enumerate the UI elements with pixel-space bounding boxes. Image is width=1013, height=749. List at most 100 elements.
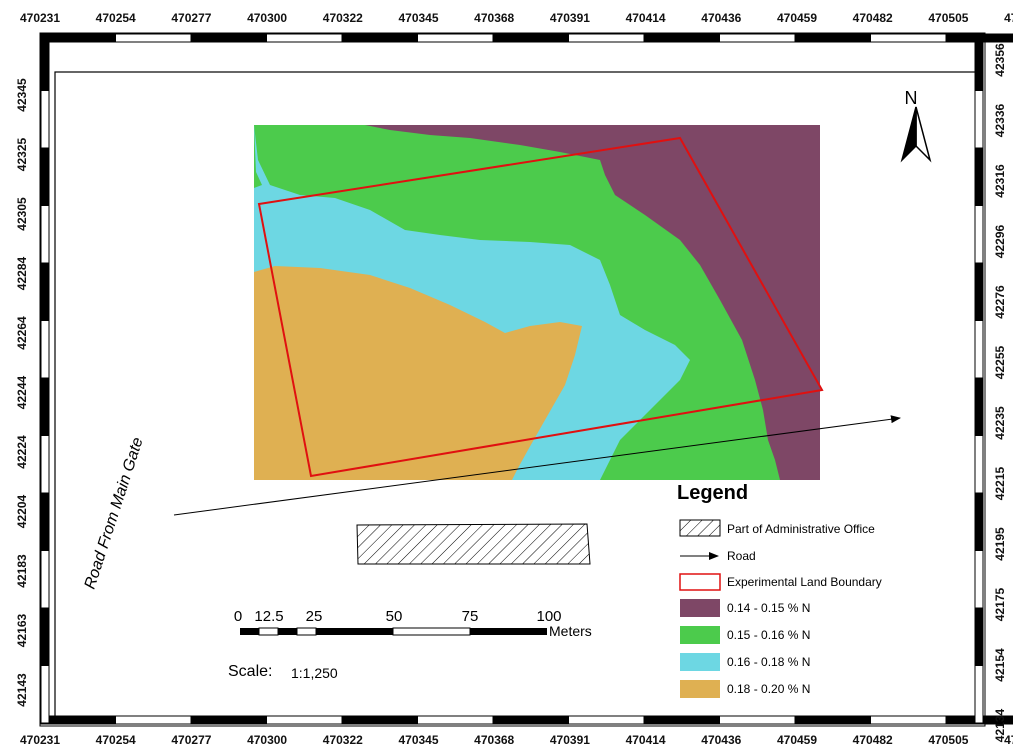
x-coordinate-label: 470436 — [701, 733, 741, 747]
y-coordinate-label: 42316 — [993, 164, 1007, 198]
scale-bar: 0 12.5 25 50 75 100 Meters — [234, 608, 592, 639]
legend: Legend Part of Administrative Office Roa… — [677, 482, 882, 698]
graticule-segment — [974, 665, 984, 724]
graticule-segment — [974, 32, 984, 91]
y-coordinate-labels-right: 42356 42336 42316 42296 42276 42255 42235 42215… — [993, 43, 1007, 742]
graticule-segment — [492, 715, 569, 725]
y-coordinate-label: 42224 — [15, 435, 29, 469]
graticule-segment — [190, 33, 267, 43]
graticule-segment — [39, 715, 116, 725]
graticule-segment — [974, 320, 984, 379]
y-coordinate-labels-left: 42345 42325 42305 42284 42264 42244 42224 42204… — [15, 78, 29, 707]
x-coordinate-label: 470414 — [626, 733, 666, 747]
y-coordinate-label: 42195 — [993, 527, 1007, 561]
graticule-segment — [40, 320, 50, 379]
graticule-segment — [974, 90, 984, 149]
legend-label-018-020: 0.18 - 0.20 % N — [727, 682, 810, 696]
scale-label: Scale: — [228, 663, 272, 680]
graticule-segment — [40, 262, 50, 321]
scale-ratio: 1:1,250 — [291, 665, 338, 681]
graticule-segment — [870, 33, 947, 43]
graticule-segment — [974, 550, 984, 609]
x-coordinate-label: 470391 — [550, 11, 590, 25]
north-arrow-icon: N — [900, 88, 932, 163]
graticule-segment — [568, 33, 645, 43]
legend-label-road: Road — [727, 549, 756, 563]
graticule-segment — [417, 715, 494, 725]
x-coordinate-label: 470459 — [777, 11, 817, 25]
legend-label-016-018: 0.16 - 0.18 % N — [727, 655, 810, 669]
graticule-segment — [190, 715, 267, 725]
legend-swatch-015-016 — [680, 626, 720, 644]
legend-label-014-015: 0.14 - 0.15 % N — [727, 601, 810, 615]
scale-unit: Meters — [549, 623, 592, 639]
boundary-glitch — [254, 125, 262, 188]
graticule-segment — [40, 607, 50, 666]
experimental-land-boundary — [257, 136, 824, 478]
legend-label-015-016: 0.15 - 0.16 % N — [727, 628, 810, 642]
graticule-segment — [643, 33, 720, 43]
graticule-segment — [341, 715, 418, 725]
x-coordinate-label: 470300 — [247, 11, 287, 25]
y-coordinate-label: 42276 — [993, 285, 1007, 319]
y-coordinate-label: 42175 — [993, 587, 1007, 621]
x-coordinate-label: 470254 — [96, 733, 136, 747]
graticule-segment — [719, 33, 796, 43]
x-coordinate-label: 470277 — [171, 11, 211, 25]
graticule-segment — [643, 715, 720, 725]
y-coordinate-label: 42284 — [15, 256, 29, 290]
graticule-bar-bottom — [39, 715, 1013, 725]
x-coordinate-label: 470368 — [474, 733, 514, 747]
y-coordinate-label: 42264 — [15, 316, 29, 350]
x-coordinate-labels-bottom: 470231 470254 470277 470300 470322 470345 4703… — [20, 733, 1013, 747]
scale-tick-50: 50 — [386, 608, 403, 625]
x-coordinate-label: 470528 — [1004, 733, 1013, 747]
graticule-segment — [794, 33, 871, 43]
svg-text:N: N — [905, 88, 918, 108]
graticule-segment — [974, 435, 984, 494]
scale-tick-75: 75 — [462, 608, 479, 625]
graticule-segment — [115, 33, 192, 43]
x-coordinate-label: 470300 — [247, 733, 287, 747]
graticule-segment — [40, 492, 50, 551]
legend-title: Legend — [677, 482, 748, 504]
graticule-segment — [492, 33, 569, 43]
graticule-bar-top — [39, 33, 1013, 43]
x-coordinate-label: 470505 — [928, 733, 968, 747]
y-coordinate-label: 42296 — [993, 224, 1007, 258]
x-coordinate-label: 470277 — [171, 733, 211, 747]
scale-tick-100: 100 — [536, 608, 561, 625]
scale-tick-25: 25 — [306, 608, 323, 625]
y-coordinate-label: 42356 — [993, 43, 1007, 77]
x-coordinate-label: 470482 — [853, 11, 893, 25]
legend-swatch-018-020 — [680, 680, 720, 698]
road-label: Road From Main Gate — [82, 435, 147, 591]
scale-tick-12-5: 12.5 — [254, 608, 283, 625]
y-coordinate-label: 42183 — [15, 554, 29, 588]
y-coordinate-label: 42255 — [993, 345, 1007, 379]
graticule-segment — [974, 147, 984, 206]
graticule-bar-right — [974, 32, 984, 724]
graticule-segment — [40, 90, 50, 149]
graticule-segment — [568, 715, 645, 725]
road-arrow — [173, 415, 901, 516]
x-coordinate-label: 470505 — [928, 11, 968, 25]
y-coordinate-label: 42235 — [993, 406, 1007, 440]
graticule-segment — [719, 715, 796, 725]
y-coordinate-label: 42336 — [993, 103, 1007, 137]
graticule-segment — [40, 435, 50, 494]
graticule-segment — [40, 377, 50, 436]
x-coordinate-label: 470345 — [398, 11, 438, 25]
y-coordinate-label: 42134 — [993, 708, 1007, 742]
scale-tick-0: 0 — [234, 608, 242, 625]
x-coordinate-label: 470391 — [550, 733, 590, 747]
graticule-segment — [974, 262, 984, 321]
graticule-segment — [870, 715, 947, 725]
legend-symbol-boundary — [679, 573, 721, 591]
x-coordinate-label: 470459 — [777, 733, 817, 747]
graticule-segment — [39, 33, 116, 43]
x-coordinate-label: 470231 — [20, 11, 60, 25]
graticule-segment — [974, 607, 984, 666]
graticule-segment — [40, 147, 50, 206]
